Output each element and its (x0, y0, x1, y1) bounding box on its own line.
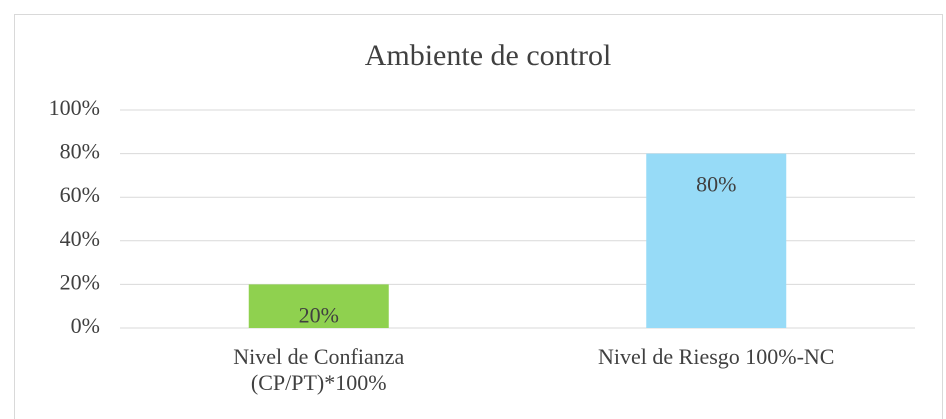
value-label: 80% (696, 172, 736, 197)
y-tick-label: 100% (49, 95, 100, 120)
y-tick-label: 0% (71, 313, 100, 338)
x-tick-label: Nivel de Riesgo 100%-NC (598, 344, 835, 369)
y-tick-label: 40% (60, 226, 100, 251)
y-tick-label: 80% (60, 139, 100, 164)
chart-title: Ambiente de control (365, 39, 612, 72)
y-tick-label: 20% (60, 269, 100, 294)
value-label: 20% (299, 302, 339, 327)
y-tick-label: 60% (60, 182, 100, 207)
chart-border (14, 14, 943, 419)
bar (646, 153, 787, 328)
bar (248, 284, 389, 328)
x-tick-label: Nivel de Confianza (CP/PT)*100% (233, 344, 405, 395)
